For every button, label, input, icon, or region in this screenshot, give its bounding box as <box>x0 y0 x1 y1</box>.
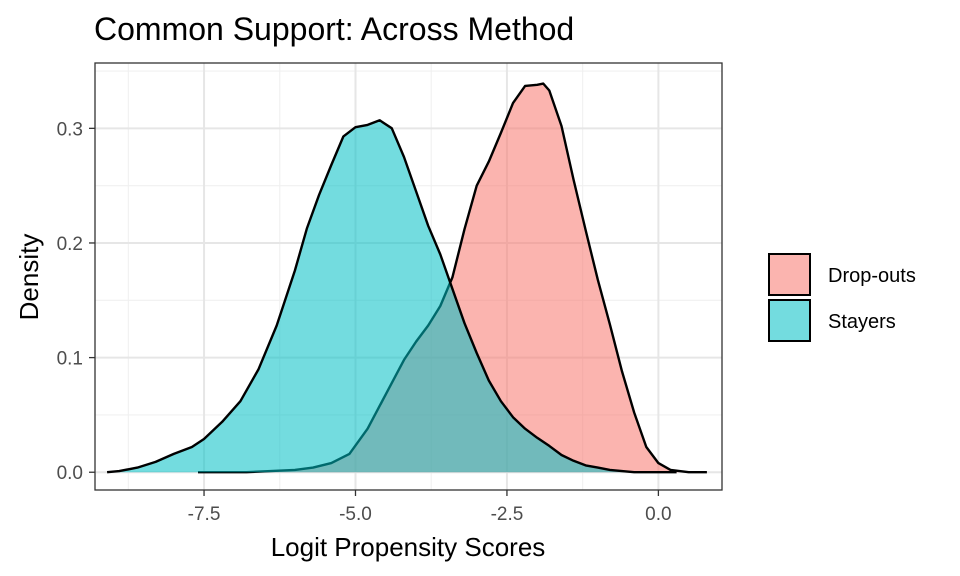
y-tick-label: 0.1 <box>57 349 83 370</box>
panel-border <box>94 62 723 491</box>
x-tick-label: -5.0 <box>339 504 372 525</box>
stayers-density-fill <box>107 120 677 473</box>
legend: Drop-outs Stayers <box>768 253 916 342</box>
density-areas <box>106 82 707 474</box>
y-tick-label: 0.0 <box>57 463 83 484</box>
axis-ticks: -7.5 -5.0 -2.5 0.0 0.0 0.1 0.2 0.3 <box>57 119 672 525</box>
y-axis-title: Density <box>14 234 44 321</box>
legend-label-stayers: Stayers <box>828 311 896 333</box>
stayers-density-line <box>106 119 677 474</box>
x-axis-title: Logit Propensity Scores <box>271 532 546 562</box>
legend-label-drop-outs: Drop-outs <box>828 265 916 287</box>
chart-title: Common Support: Across Method <box>94 11 574 47</box>
x-tick-label: -7.5 <box>188 504 221 525</box>
y-tick-label: 0.3 <box>57 119 83 140</box>
y-tick-label: 0.2 <box>57 234 83 255</box>
x-tick-label: -2.5 <box>491 504 524 525</box>
legend-key-drop-outs <box>768 253 811 296</box>
x-tick-label: 0.0 <box>645 504 671 525</box>
legend-key-stayers <box>768 299 811 342</box>
